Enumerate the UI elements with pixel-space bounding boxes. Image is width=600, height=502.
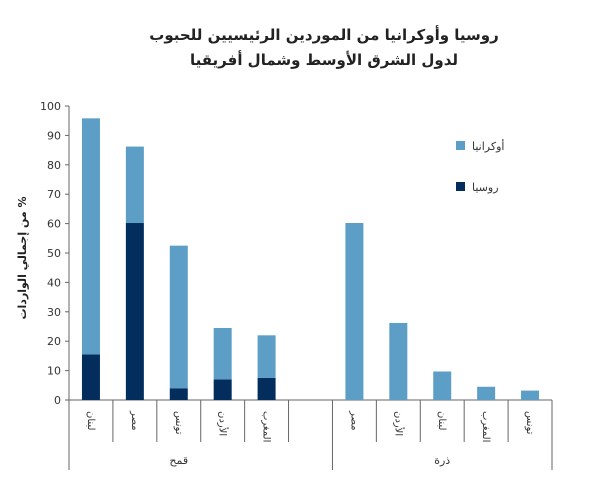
legend-label: روسيا — [472, 181, 499, 194]
y-tick-label: 0 — [54, 394, 61, 407]
x-category-label: تونس — [524, 411, 535, 435]
bar-ukraine — [125, 146, 144, 224]
legend-swatch — [456, 141, 465, 150]
bar-russia — [169, 388, 188, 400]
y-tick-label: 50 — [47, 247, 61, 260]
bar-russia — [257, 377, 276, 400]
bar-ukraine — [81, 118, 100, 355]
y-tick-label: 90 — [47, 129, 61, 142]
legend-swatch — [456, 182, 465, 191]
y-tick-label: 10 — [47, 365, 61, 378]
bar-ukraine — [257, 335, 276, 378]
y-tick-label: 30 — [47, 306, 61, 319]
bar-ukraine — [433, 371, 452, 400]
y-tick-label: 20 — [47, 335, 61, 348]
bar-ukraine — [521, 390, 540, 400]
x-group-label: ذرة — [434, 454, 450, 467]
x-category-label: المغرب — [480, 411, 491, 442]
x-category-label: مصر — [348, 410, 359, 431]
chart-title-line-1: روسيا وأوكرانيا من الموردين الرئيسيين لل… — [149, 26, 499, 44]
bar-ukraine — [169, 245, 188, 389]
bar-ukraine — [213, 327, 232, 380]
chart-title-line-2: لدول الشرق الأوسط وشمال أفريقيا — [189, 51, 458, 69]
x-category-label: مصر — [129, 410, 140, 431]
x-category-label: الأردن — [217, 411, 230, 436]
y-tick-label: 40 — [47, 276, 61, 289]
x-category-label: الأردن — [392, 411, 405, 436]
legend-label: أوكرانيا — [472, 139, 504, 153]
y-tick-label: 100 — [40, 100, 61, 113]
y-tick-label: 70 — [47, 188, 61, 201]
bar-ukraine — [477, 386, 496, 400]
bar-russia — [213, 379, 232, 400]
bar-russia — [81, 354, 100, 400]
x-category-label: تونس — [173, 411, 184, 435]
y-tick-label: 80 — [47, 159, 61, 172]
x-category-label: لبنان — [85, 411, 96, 430]
x-category-label: المغرب — [261, 411, 272, 442]
bar-russia — [125, 223, 144, 400]
bar-ukraine — [389, 322, 408, 400]
bar-ukraine — [345, 223, 364, 400]
x-group-label: قمح — [169, 454, 188, 467]
y-tick-label: 60 — [47, 218, 61, 231]
x-category-label: لبنان — [436, 411, 447, 430]
